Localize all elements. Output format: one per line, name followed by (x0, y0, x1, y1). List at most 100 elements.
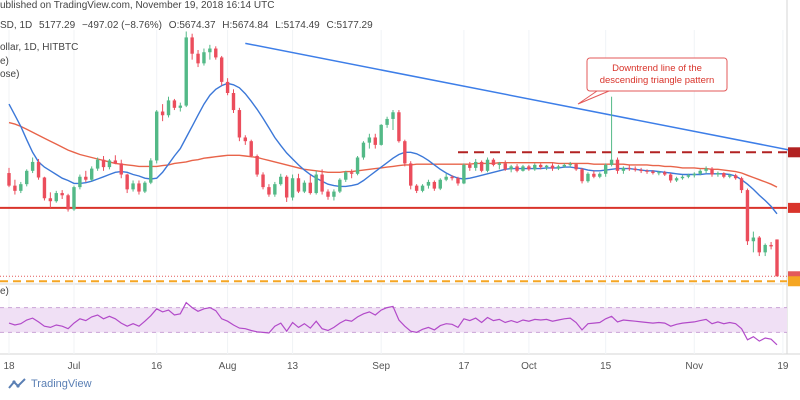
candle-body (320, 174, 324, 192)
candle-body (361, 142, 366, 158)
candle-body (657, 172, 661, 174)
candle-body (373, 137, 377, 145)
time-axis-label: 15 (600, 361, 612, 372)
candle-body (426, 181, 431, 186)
tradingview-logo-icon (8, 378, 26, 389)
time-axis-label: 19 (777, 361, 789, 372)
candle-body (580, 169, 584, 182)
candle-body (243, 137, 248, 142)
rsi-label: e) (0, 286, 9, 297)
candle-body (568, 164, 572, 166)
ma2-label: ose) (0, 69, 20, 80)
pair-line: ollar, 1D, HITBTC (0, 42, 82, 53)
candle-body (308, 182, 312, 194)
candle-body (651, 171, 655, 174)
open-value: 5674.37 (179, 20, 216, 31)
candle-body (397, 112, 401, 142)
change-value: −497.02 (−8.76%) (81, 20, 163, 31)
candle-body (125, 174, 129, 190)
candle-body (621, 167, 626, 171)
fast-ma-line (8, 82, 778, 215)
candle-body (763, 244, 767, 253)
ohlc-line: SD, 1D 5177.29 −497.02 (−8.76%) O:5674.3… (0, 20, 377, 31)
candle-body (19, 184, 23, 191)
candle-body (497, 163, 502, 165)
rsi-line (8, 301, 778, 346)
time-axis-label: Oct (521, 361, 537, 372)
candle-body (751, 237, 756, 242)
candle-body (686, 175, 691, 177)
time-axis-label: Sep (372, 361, 390, 372)
candle-body (149, 160, 153, 183)
candle-body (113, 160, 118, 164)
candle-body (101, 159, 106, 168)
last-price: 5177.29 (39, 20, 76, 31)
candle-body (633, 168, 637, 171)
published-line: ublished on TradingView.com, November 19… (0, 0, 278, 11)
candle-body (172, 100, 177, 108)
candle-body (332, 191, 336, 197)
candle-body (267, 187, 271, 195)
candle-body (326, 191, 330, 197)
candle-body (25, 170, 29, 185)
candle-body (515, 166, 519, 171)
candle-body (456, 178, 460, 184)
candle-body (598, 173, 602, 177)
candle-body (491, 159, 496, 165)
candle-body (775, 239, 779, 277)
candle-body (527, 166, 531, 170)
candle-body (379, 124, 383, 145)
candle-body (556, 166, 561, 169)
candle-body (231, 93, 236, 111)
high-value: 5674.84 (232, 20, 269, 31)
candle-body (603, 164, 608, 174)
slow-ma-line (8, 121, 778, 188)
candle-body (344, 172, 348, 180)
candle-body (586, 173, 590, 182)
candle-body (119, 163, 123, 175)
candle-body (7, 173, 11, 186)
annotation-line1: Downtrend line of the (612, 63, 702, 74)
tradingview-brand[interactable]: TradingView (8, 377, 92, 391)
open-label: O: (168, 20, 180, 31)
candle-body (60, 193, 64, 196)
candle-body (769, 244, 773, 247)
candle-body (143, 182, 147, 192)
candle-body (550, 165, 555, 169)
candle-body (733, 175, 738, 179)
candle-body (261, 174, 265, 188)
candle-body (237, 110, 242, 138)
candle-body (509, 166, 513, 170)
candle-body (385, 118, 389, 125)
candle-body (208, 48, 212, 53)
candle-body (154, 111, 159, 161)
candle-body (544, 165, 549, 168)
tradingview-label: TradingView (31, 378, 92, 390)
low-value: 5174.49 (283, 20, 320, 31)
candle-body (30, 161, 35, 171)
time-axis-label: Nov (685, 361, 703, 372)
candle-body (48, 198, 53, 202)
candle-body (409, 163, 413, 186)
candle-body (680, 176, 685, 179)
candle-body (538, 164, 543, 168)
candle-body (722, 173, 726, 177)
candle-body (166, 100, 171, 116)
candle-body (692, 173, 696, 176)
time-axis-label: 18 (3, 361, 15, 372)
candle-body (273, 184, 277, 195)
candle-body (485, 159, 490, 171)
candle-body (745, 190, 750, 242)
candle-body (219, 57, 224, 82)
candle-body (592, 173, 596, 177)
annotation-pointer (577, 90, 610, 105)
candle-body (84, 176, 88, 180)
candle-body (355, 157, 360, 174)
candle-body (468, 164, 472, 168)
orange-axis-marker (788, 276, 800, 287)
support-axis-marker (788, 202, 800, 213)
annotation-line2: descending triangle pattern (600, 75, 715, 86)
candle-body (95, 159, 100, 169)
candle-body (178, 105, 183, 108)
